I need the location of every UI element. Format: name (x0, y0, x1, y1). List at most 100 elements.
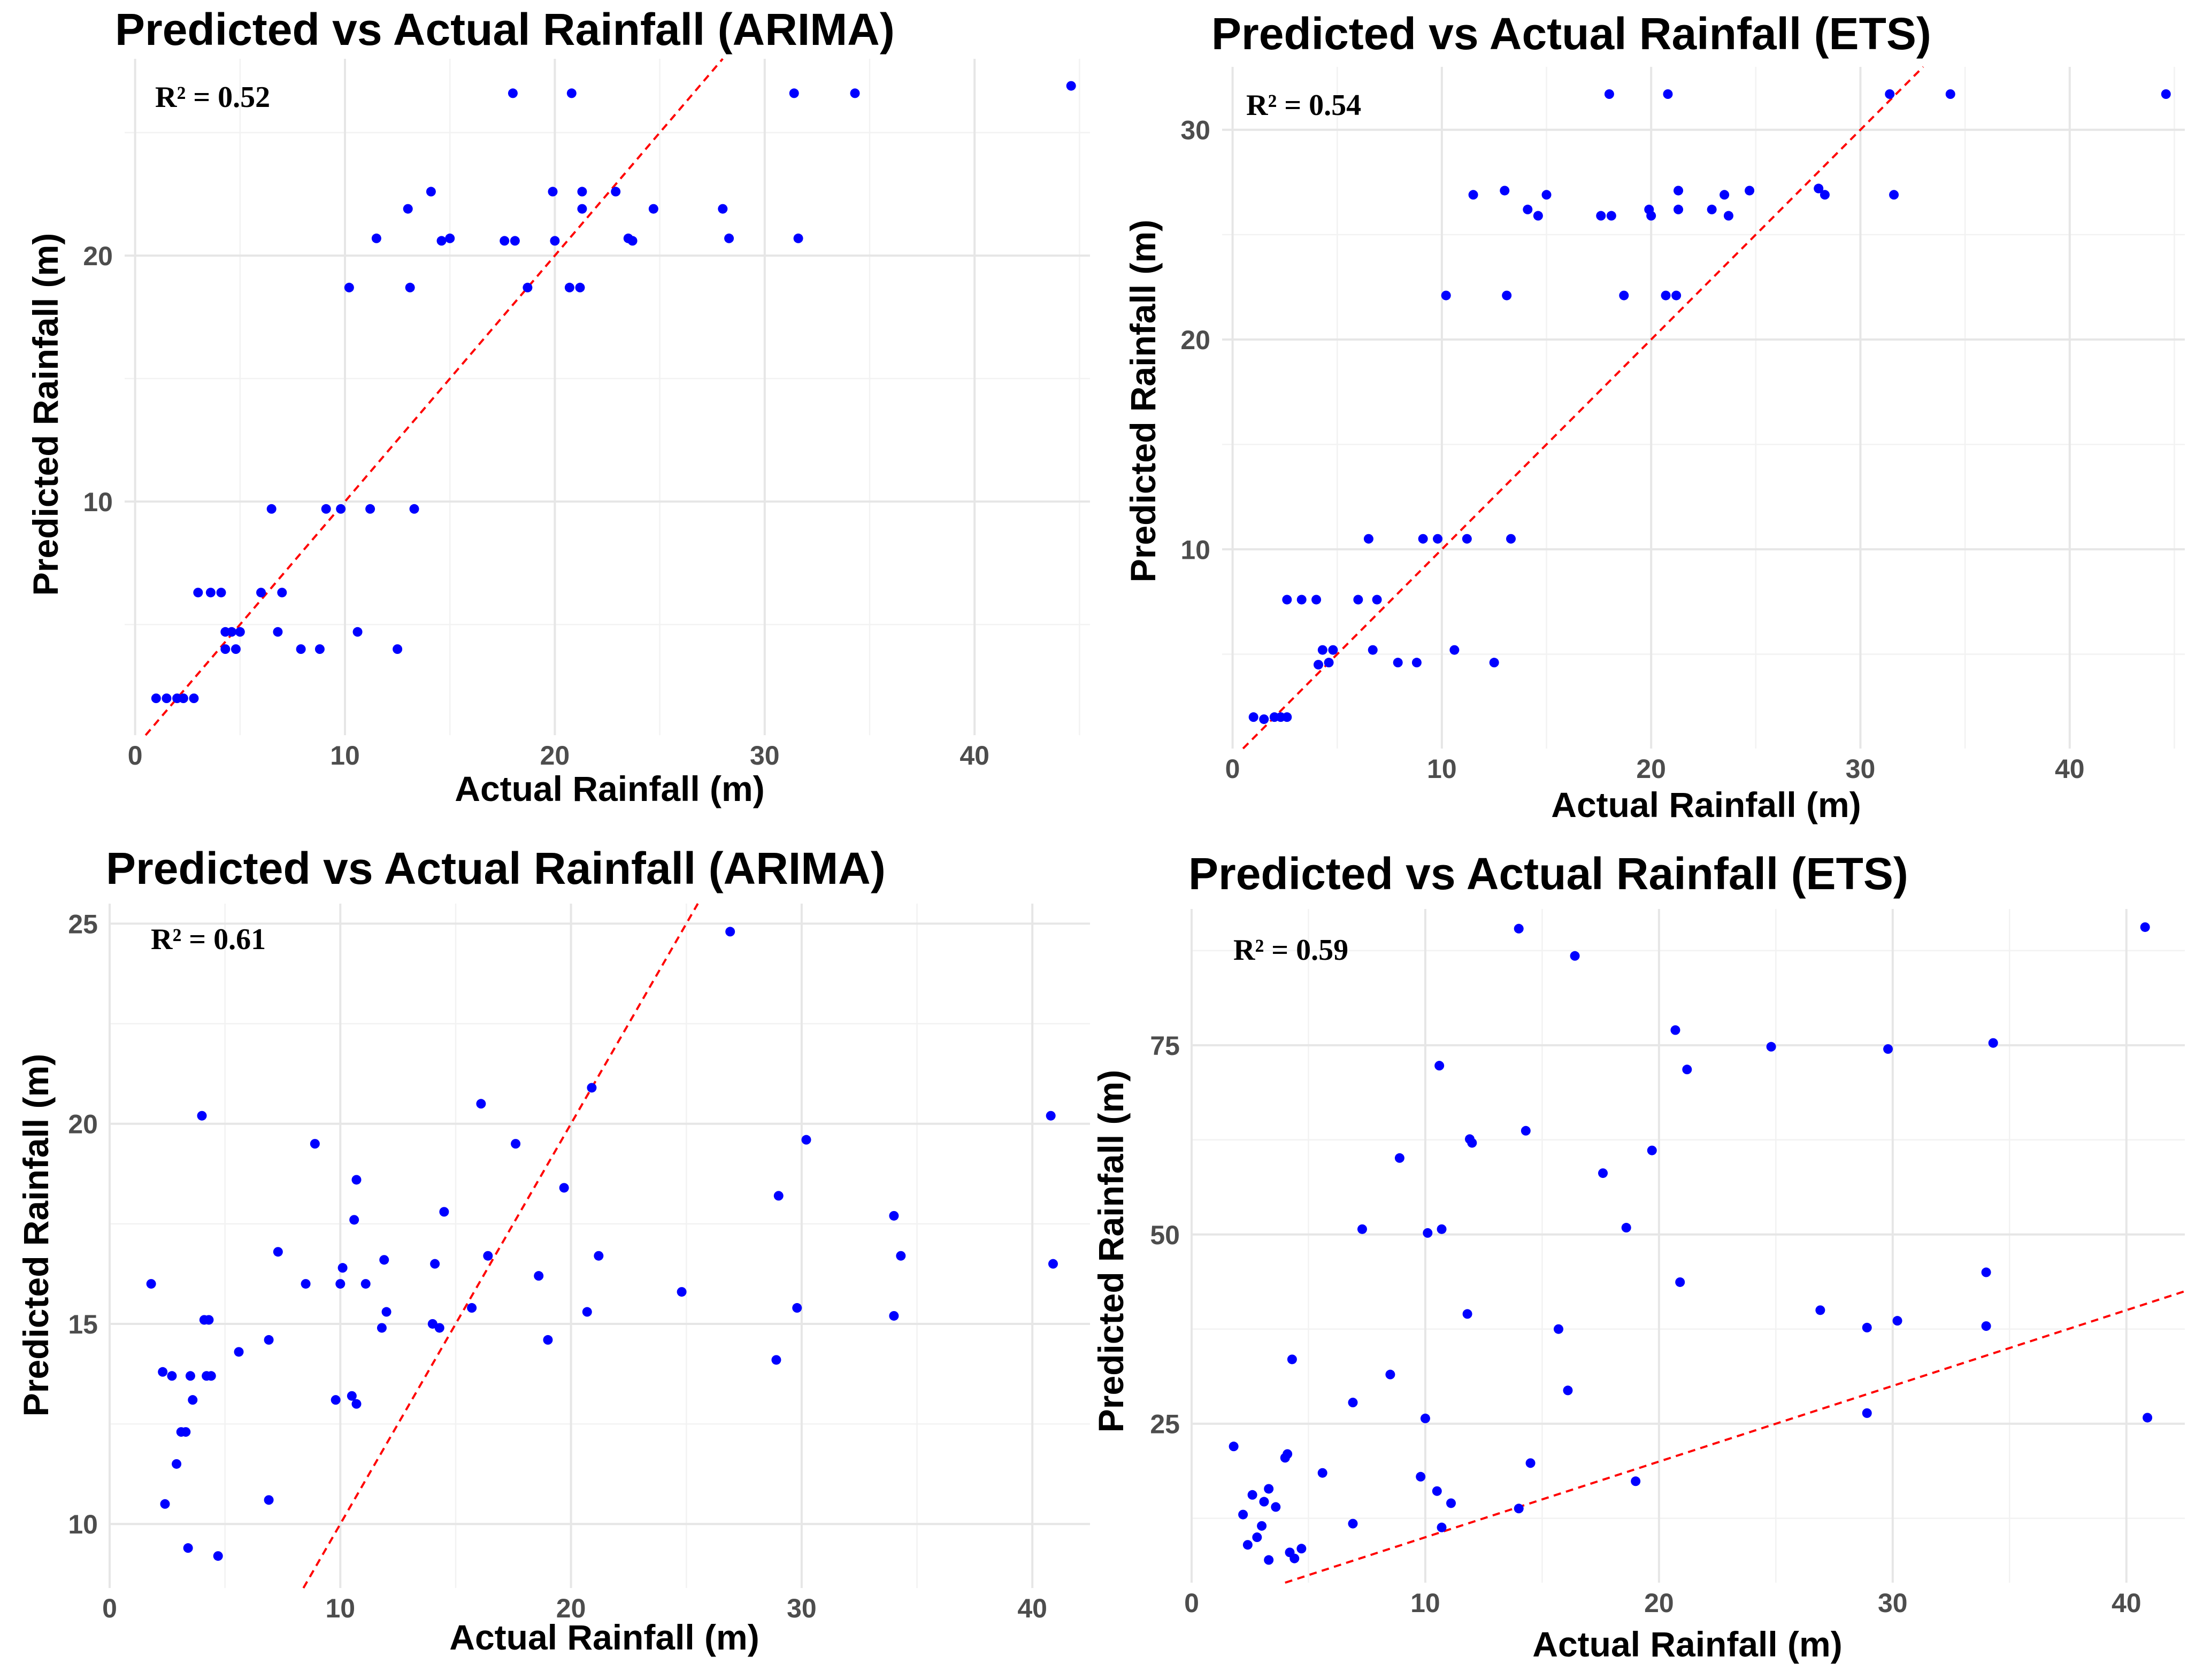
scatter-point (1598, 1168, 1608, 1178)
scatter-point (1282, 595, 1292, 605)
x-tick-label: 40 (1017, 1593, 1047, 1623)
scatter-point (1372, 595, 1382, 605)
scatter-point (1393, 658, 1403, 668)
x-tick-label: 20 (540, 741, 570, 770)
chart-title: Predicted vs Actual Rainfall (ETS) (1188, 849, 1908, 899)
scatter-point (1328, 645, 1338, 655)
scatter-point (1646, 211, 1656, 221)
scatter-point (1423, 1228, 1433, 1238)
scatter-point (172, 1459, 182, 1469)
scatter-point (1271, 1502, 1281, 1512)
scatter-point (1661, 290, 1671, 300)
scatter-point (627, 236, 638, 246)
scatter-point (508, 88, 518, 98)
y-tick-label: 75 (1150, 1031, 1180, 1061)
scatter-point (1468, 190, 1478, 200)
x-tick-label: 20 (1636, 754, 1666, 784)
scatter-point (467, 1303, 477, 1313)
scatter-point (1892, 1316, 1902, 1326)
scatter-point (1353, 595, 1363, 605)
scatter-point (197, 1111, 207, 1121)
scatter-point (371, 233, 381, 243)
scatter-point (1446, 1498, 1456, 1508)
y-axis-label: Predicted Rainfall (m) (26, 233, 65, 596)
y-tick-label: 20 (68, 1109, 98, 1139)
scatter-point (234, 1347, 244, 1357)
scatter-point (151, 693, 161, 703)
scatter-point (1720, 190, 1730, 200)
scatter-point (771, 1355, 781, 1365)
scatter-point (377, 1323, 387, 1333)
scatter-point (1814, 183, 1824, 194)
scatter-point (331, 1395, 341, 1405)
scatter-point (296, 644, 306, 654)
scatter-point (160, 1499, 170, 1509)
scatter-point (264, 1495, 274, 1505)
chart-panel-top-right: Predicted vs Actual Rainfall (ETS) 0 10 20… (1123, 9, 2185, 824)
scatter-point (1604, 89, 1614, 99)
scatter-point (439, 1207, 449, 1217)
scatter-point (476, 1099, 486, 1109)
scatter-point (185, 1371, 195, 1381)
scatter-point (1500, 186, 1510, 196)
scatter-point (1502, 290, 1512, 300)
scatter-point (188, 1395, 198, 1405)
y-tick-label: 10 (83, 487, 113, 517)
scatter-point (611, 187, 621, 197)
scatter-point (1670, 1025, 1680, 1035)
x-axis-label: Actual Rainfall (m) (449, 1617, 759, 1657)
scatter-point (577, 187, 587, 197)
scatter-point (1533, 211, 1543, 221)
scatter-point (1675, 1277, 1685, 1287)
scatter-point (426, 187, 436, 197)
chart-title: Predicted vs Actual Rainfall (ARIMA) (115, 4, 895, 55)
scatter-point (1462, 1309, 1472, 1319)
scatter-point (511, 1139, 521, 1149)
scatter-point (430, 1259, 440, 1269)
reference-line (1285, 1290, 2185, 1584)
scatter-point (773, 1191, 784, 1201)
x-tick-label: 10 (325, 1593, 355, 1623)
scatter-point (1514, 923, 1524, 934)
scatter-point (1521, 1126, 1531, 1136)
scatter-point (500, 236, 510, 246)
scatter-point (1048, 1259, 1058, 1269)
scatter-point (220, 644, 231, 654)
y-axis-label: Predicted Rainfall (m) (16, 1054, 56, 1416)
y-tick-label: 20 (1180, 325, 1210, 355)
x-tick-label: 10 (330, 741, 360, 770)
x-tick-label: 40 (2055, 754, 2085, 784)
scatter-point (436, 236, 447, 246)
scatter-point (360, 1279, 371, 1289)
scatter-point (1663, 89, 1673, 99)
scatter-point (273, 1247, 283, 1257)
y-tick-label: 20 (83, 241, 113, 271)
scatter-point (1248, 712, 1258, 722)
scatter-point (889, 1311, 899, 1321)
scatter-point (1723, 211, 1733, 221)
scatter-point (204, 1315, 214, 1325)
scatter-point (1247, 1490, 1257, 1500)
chart-title: Predicted vs Actual Rainfall (ARIMA) (106, 843, 886, 893)
scatter-point (314, 644, 325, 654)
scatter-point (1467, 1138, 1477, 1148)
x-axis-label: Actual Rainfall (m) (455, 769, 764, 808)
y-tick-label: 10 (1180, 535, 1210, 565)
x-tick-label: 30 (787, 1593, 817, 1623)
r-squared-annotation: R² = 0.54 (1246, 89, 1361, 122)
scatter-point (1647, 1145, 1657, 1155)
scatter-point (1883, 1044, 1893, 1054)
scatter-point (582, 1307, 592, 1317)
x-axis-label: Actual Rainfall (m) (1551, 785, 1861, 824)
scatter-point (1489, 658, 1499, 668)
scatter-point (1707, 204, 1717, 214)
scatter-point (434, 1323, 444, 1333)
scatter-point (1434, 1061, 1445, 1071)
scatter-point (379, 1255, 389, 1265)
scatter-point (1238, 1509, 1248, 1520)
scatter-point (1441, 290, 1451, 300)
scatter-point (409, 504, 419, 514)
scatter-point (1523, 204, 1533, 214)
reference-line (144, 58, 724, 736)
